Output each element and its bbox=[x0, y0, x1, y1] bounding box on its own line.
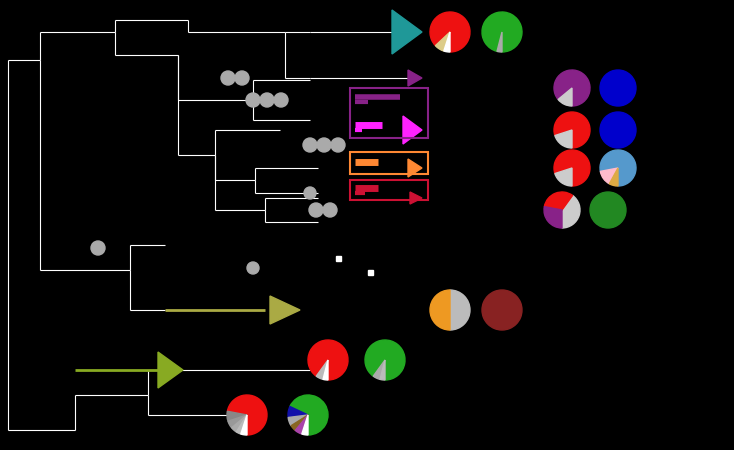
Polygon shape bbox=[392, 10, 422, 54]
Wedge shape bbox=[555, 130, 572, 148]
Wedge shape bbox=[241, 415, 247, 435]
Wedge shape bbox=[558, 88, 572, 106]
Wedge shape bbox=[555, 168, 572, 186]
Wedge shape bbox=[600, 112, 636, 148]
Circle shape bbox=[309, 203, 323, 217]
Bar bbox=[335, 256, 341, 261]
Wedge shape bbox=[232, 415, 247, 432]
Circle shape bbox=[304, 187, 316, 199]
Wedge shape bbox=[290, 395, 328, 435]
Wedge shape bbox=[554, 70, 590, 106]
Circle shape bbox=[274, 93, 288, 107]
Wedge shape bbox=[380, 360, 385, 380]
Circle shape bbox=[235, 71, 249, 85]
Wedge shape bbox=[609, 168, 618, 186]
Wedge shape bbox=[590, 192, 626, 228]
Wedge shape bbox=[288, 406, 308, 418]
Circle shape bbox=[91, 241, 105, 255]
Wedge shape bbox=[323, 360, 328, 380]
Wedge shape bbox=[430, 12, 470, 52]
Wedge shape bbox=[554, 112, 590, 148]
Bar bbox=[350, 180, 428, 200]
Wedge shape bbox=[600, 168, 618, 184]
Bar bbox=[350, 88, 428, 138]
Polygon shape bbox=[270, 296, 300, 324]
Wedge shape bbox=[497, 32, 502, 52]
Circle shape bbox=[246, 93, 260, 107]
Wedge shape bbox=[227, 411, 247, 421]
Wedge shape bbox=[482, 12, 522, 52]
Circle shape bbox=[323, 203, 337, 217]
Wedge shape bbox=[430, 290, 450, 330]
Wedge shape bbox=[288, 415, 308, 426]
Bar bbox=[350, 152, 428, 174]
Wedge shape bbox=[308, 340, 348, 380]
Wedge shape bbox=[228, 395, 267, 435]
Circle shape bbox=[260, 93, 274, 107]
Polygon shape bbox=[408, 159, 422, 177]
Wedge shape bbox=[600, 70, 636, 106]
Wedge shape bbox=[600, 150, 636, 186]
Wedge shape bbox=[562, 195, 580, 228]
Bar bbox=[368, 270, 372, 274]
Circle shape bbox=[331, 138, 345, 152]
Wedge shape bbox=[316, 360, 328, 379]
Polygon shape bbox=[403, 116, 422, 144]
Wedge shape bbox=[291, 415, 308, 430]
Wedge shape bbox=[545, 192, 573, 210]
Wedge shape bbox=[228, 415, 247, 428]
Wedge shape bbox=[302, 415, 308, 435]
Circle shape bbox=[221, 71, 235, 85]
Circle shape bbox=[247, 262, 259, 274]
Polygon shape bbox=[410, 192, 422, 204]
Wedge shape bbox=[435, 32, 450, 51]
Polygon shape bbox=[408, 70, 422, 86]
Wedge shape bbox=[374, 360, 385, 379]
Circle shape bbox=[303, 138, 317, 152]
Wedge shape bbox=[450, 290, 470, 330]
Wedge shape bbox=[544, 207, 562, 228]
Wedge shape bbox=[554, 150, 590, 186]
Wedge shape bbox=[236, 415, 247, 434]
Wedge shape bbox=[482, 290, 522, 330]
Wedge shape bbox=[444, 32, 450, 52]
Polygon shape bbox=[158, 352, 183, 388]
Wedge shape bbox=[295, 415, 308, 434]
Wedge shape bbox=[365, 340, 405, 380]
Circle shape bbox=[317, 138, 331, 152]
